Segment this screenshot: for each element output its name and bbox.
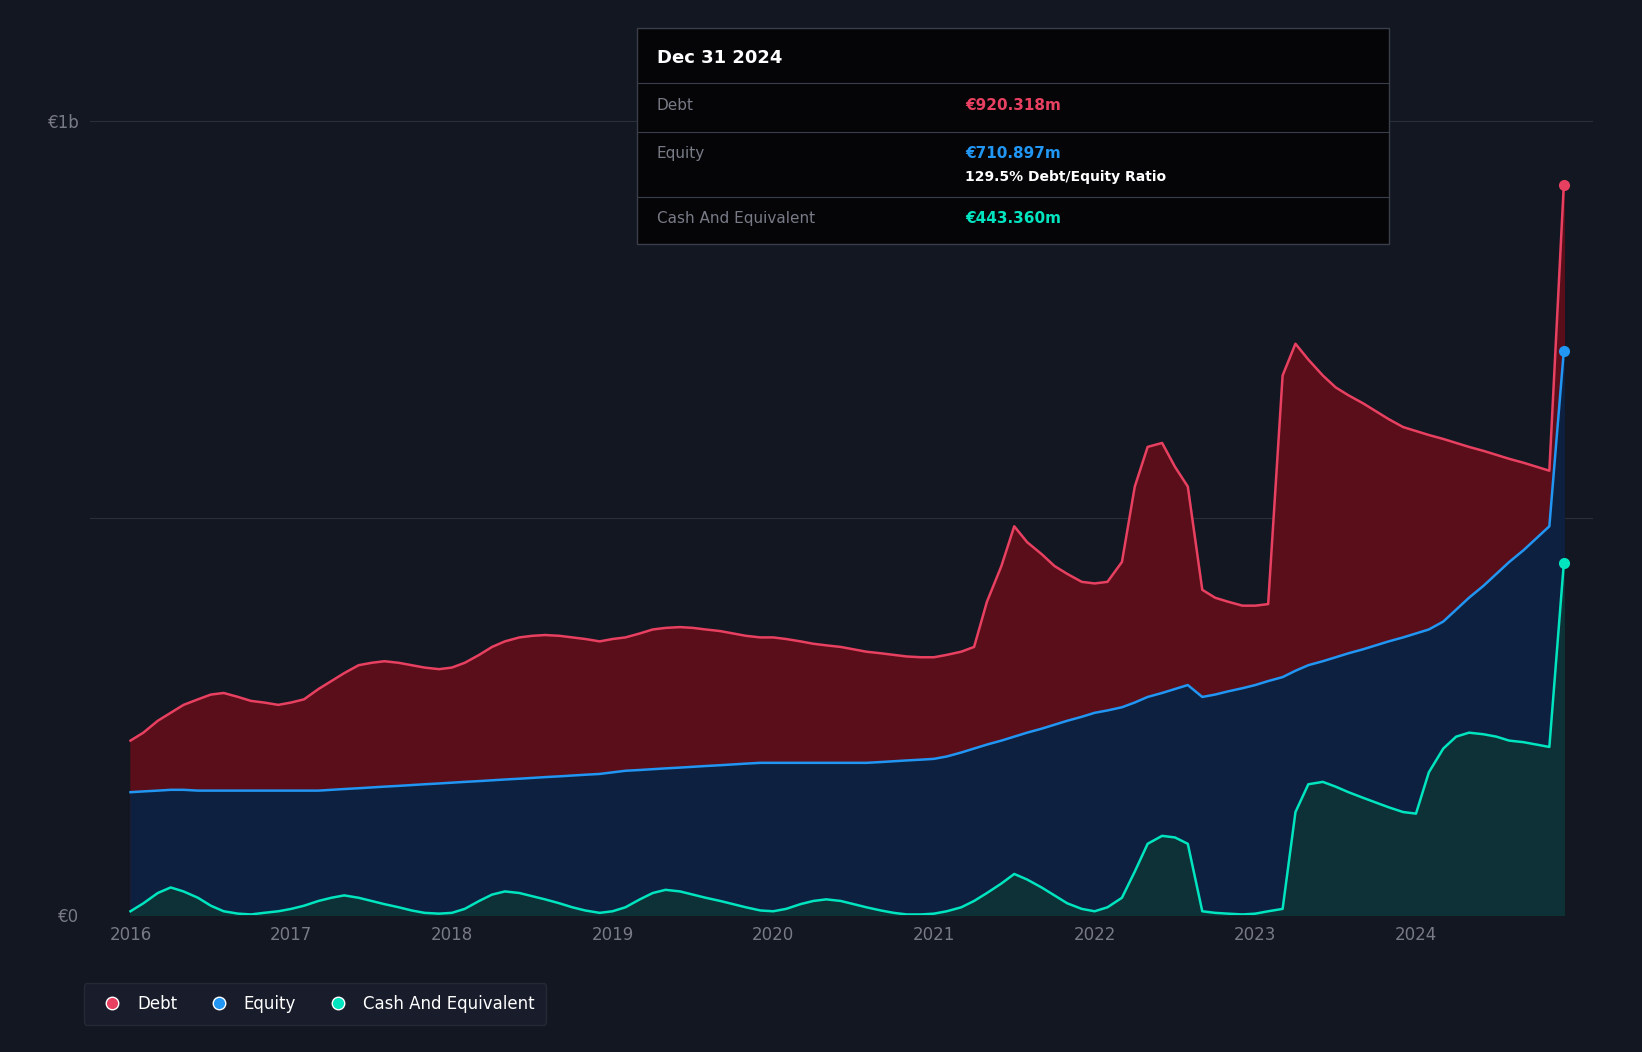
Text: €920.318m: €920.318m	[965, 99, 1061, 114]
Text: €710.897m: €710.897m	[965, 146, 1061, 161]
Text: 129.5% Debt/Equity Ratio: 129.5% Debt/Equity Ratio	[965, 170, 1166, 184]
Text: Debt: Debt	[657, 99, 695, 114]
Text: Dec 31 2024: Dec 31 2024	[657, 49, 782, 67]
Text: Equity: Equity	[657, 146, 704, 161]
Text: Cash And Equivalent: Cash And Equivalent	[657, 211, 814, 226]
Text: €443.360m: €443.360m	[965, 211, 1061, 226]
Legend: Debt, Equity, Cash And Equivalent: Debt, Equity, Cash And Equivalent	[84, 984, 547, 1025]
